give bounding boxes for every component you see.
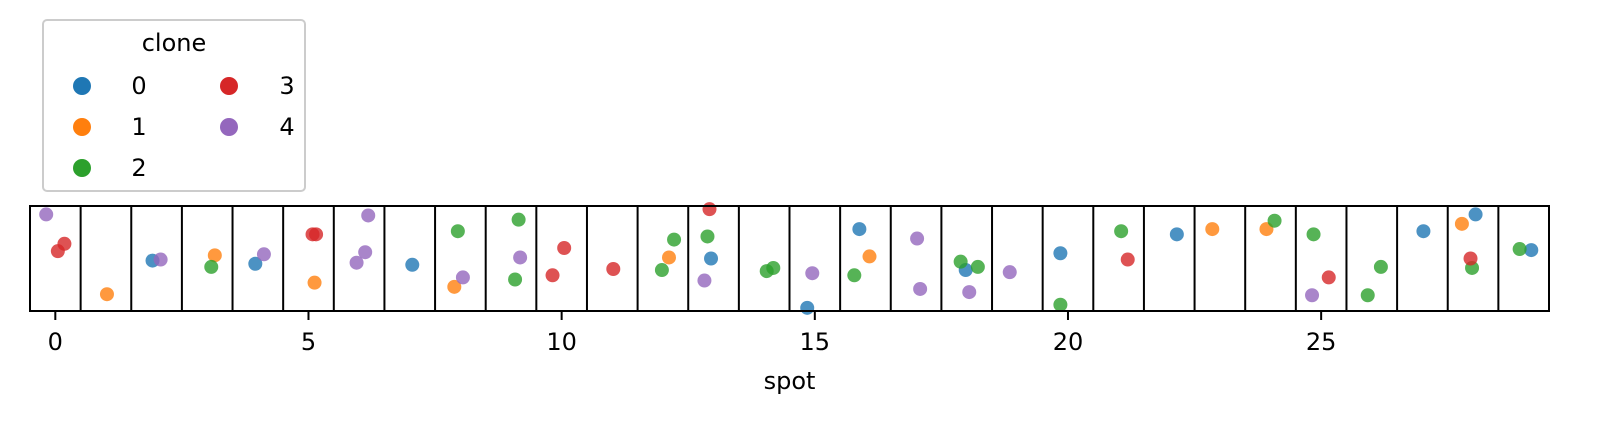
data-point: [1360, 288, 1375, 303]
legend-marker: [220, 118, 238, 136]
data-point: [805, 266, 820, 281]
data-point: [447, 279, 462, 294]
data-point: [661, 250, 676, 265]
data-point: [697, 273, 712, 288]
x-tick-label: 10: [546, 328, 577, 356]
series-clone-4: [39, 207, 1320, 303]
legend-entry-clone-4: 4: [220, 113, 295, 141]
data-point: [667, 232, 682, 247]
data-point: [953, 254, 968, 269]
data-point: [1321, 270, 1336, 285]
legend-label: 0: [131, 72, 146, 100]
data-point: [1002, 265, 1017, 280]
data-point: [1114, 224, 1129, 239]
data-point: [862, 249, 877, 264]
legend-label: 2: [131, 154, 146, 182]
legend-entry-clone-3: 3: [220, 72, 295, 100]
data-point: [1373, 259, 1388, 274]
data-point: [654, 263, 669, 278]
data-point: [248, 256, 263, 271]
data-point: [1305, 288, 1320, 303]
data-point: [557, 241, 572, 255]
data-point: [970, 259, 985, 274]
data-point: [358, 245, 373, 260]
data-point: [50, 244, 65, 259]
scatter-points: [39, 202, 1539, 315]
data-point: [700, 229, 715, 244]
data-point: [1454, 216, 1469, 231]
legend-entry-clone-0: 0: [73, 72, 147, 100]
legend-title: clone: [142, 29, 207, 57]
data-point: [405, 257, 420, 272]
data-point: [962, 285, 977, 300]
data-point: [508, 272, 523, 287]
data-point: [1306, 227, 1321, 242]
legend-marker: [73, 159, 91, 177]
series-clone-2: [204, 212, 1527, 312]
legend-box: [42, 19, 306, 192]
data-point: [913, 281, 928, 296]
plot-area: [29, 202, 1550, 315]
legend-marker: [73, 118, 91, 136]
data-point: [513, 250, 528, 265]
data-point: [153, 252, 168, 267]
x-tick-label: 20: [1053, 328, 1084, 356]
data-point: [1468, 207, 1483, 222]
data-point: [1524, 243, 1539, 258]
data-point: [704, 251, 719, 266]
x-axis: 0 5 10 15 20 25: [48, 311, 1337, 356]
data-point: [511, 212, 526, 227]
legend: clone 0 1 2 3 4: [42, 19, 306, 192]
data-point: [606, 262, 621, 276]
data-point: [99, 287, 114, 302]
data-point: [545, 268, 560, 283]
data-point: [852, 222, 867, 237]
legend-entries: 0 1 2 3 4: [73, 72, 295, 182]
data-point: [204, 259, 219, 274]
data-point: [766, 260, 781, 275]
plot-frame: [29, 205, 1550, 312]
x-axis-label: spot: [764, 367, 816, 395]
data-point: [256, 247, 271, 262]
data-point: [307, 275, 322, 290]
legend-entry-clone-2: 2: [73, 154, 147, 182]
data-point: [309, 227, 324, 242]
spot-separators: [79, 206, 1500, 311]
x-tick-label: 25: [1306, 328, 1337, 356]
x-tick-label: 0: [48, 328, 63, 356]
data-point: [207, 248, 222, 263]
data-point: [39, 207, 54, 222]
legend-label: 1: [131, 113, 146, 141]
legend-entry-clone-1: 1: [73, 113, 147, 141]
legend-label: 4: [279, 113, 294, 141]
data-point: [1205, 222, 1220, 237]
data-point: [455, 270, 470, 285]
data-point: [702, 202, 717, 217]
data-point: [1053, 246, 1068, 261]
data-point: [450, 224, 465, 239]
legend-label: 3: [279, 72, 294, 100]
data-point: [800, 300, 815, 315]
data-point: [910, 231, 925, 246]
data-point: [361, 208, 376, 223]
data-point: [1169, 227, 1184, 242]
legend-marker: [73, 77, 91, 95]
data-point: [847, 268, 862, 283]
data-point: [349, 255, 364, 270]
series-clone-1: [99, 216, 1469, 302]
data-point: [1463, 251, 1478, 266]
legend-marker: [220, 77, 238, 95]
data-point: [1267, 213, 1282, 228]
data-point: [1120, 252, 1135, 267]
x-tick-label: 15: [800, 328, 831, 356]
data-point: [1053, 297, 1068, 312]
data-point: [1512, 242, 1527, 257]
x-tick-label: 5: [301, 328, 316, 356]
data-point: [1416, 224, 1431, 239]
